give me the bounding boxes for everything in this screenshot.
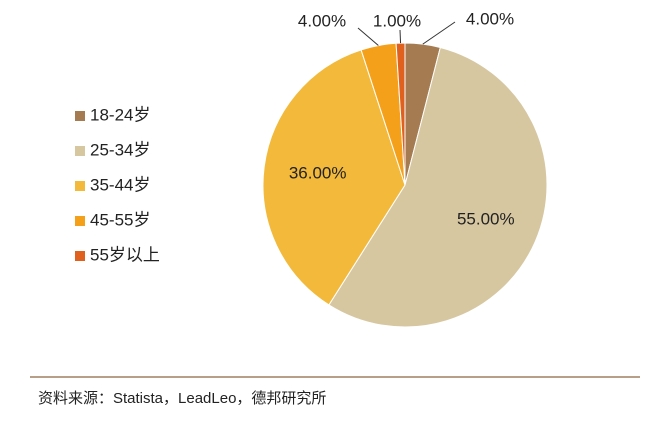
data-label: 4.00% [466,9,514,28]
source: 资料来源：Statista，LeadLeo，德邦研究所 [38,389,326,407]
legend-label: 45-55岁 [90,210,150,229]
data-label: 1.00% [373,11,421,30]
data-label: 36.00% [289,163,347,182]
legend-swatch [75,111,85,121]
legend-label: 35-44岁 [90,175,150,194]
pie-slice [262,49,406,306]
legend-swatch [75,216,85,226]
legend-swatch [75,251,85,261]
legend-label: 18-24岁 [90,105,150,124]
leader-line [357,27,379,46]
pie-slice [395,42,406,186]
legend-label: 55岁以上 [90,245,160,264]
leader-line [422,21,456,45]
pie-slice [328,46,548,328]
data-label: 4.00% [298,11,346,30]
leader-line [399,29,402,44]
legend-swatch [75,181,85,191]
legend-label: 25-34岁 [90,140,150,159]
data-label: 55.00% [457,209,515,228]
legend-swatch [75,146,85,156]
